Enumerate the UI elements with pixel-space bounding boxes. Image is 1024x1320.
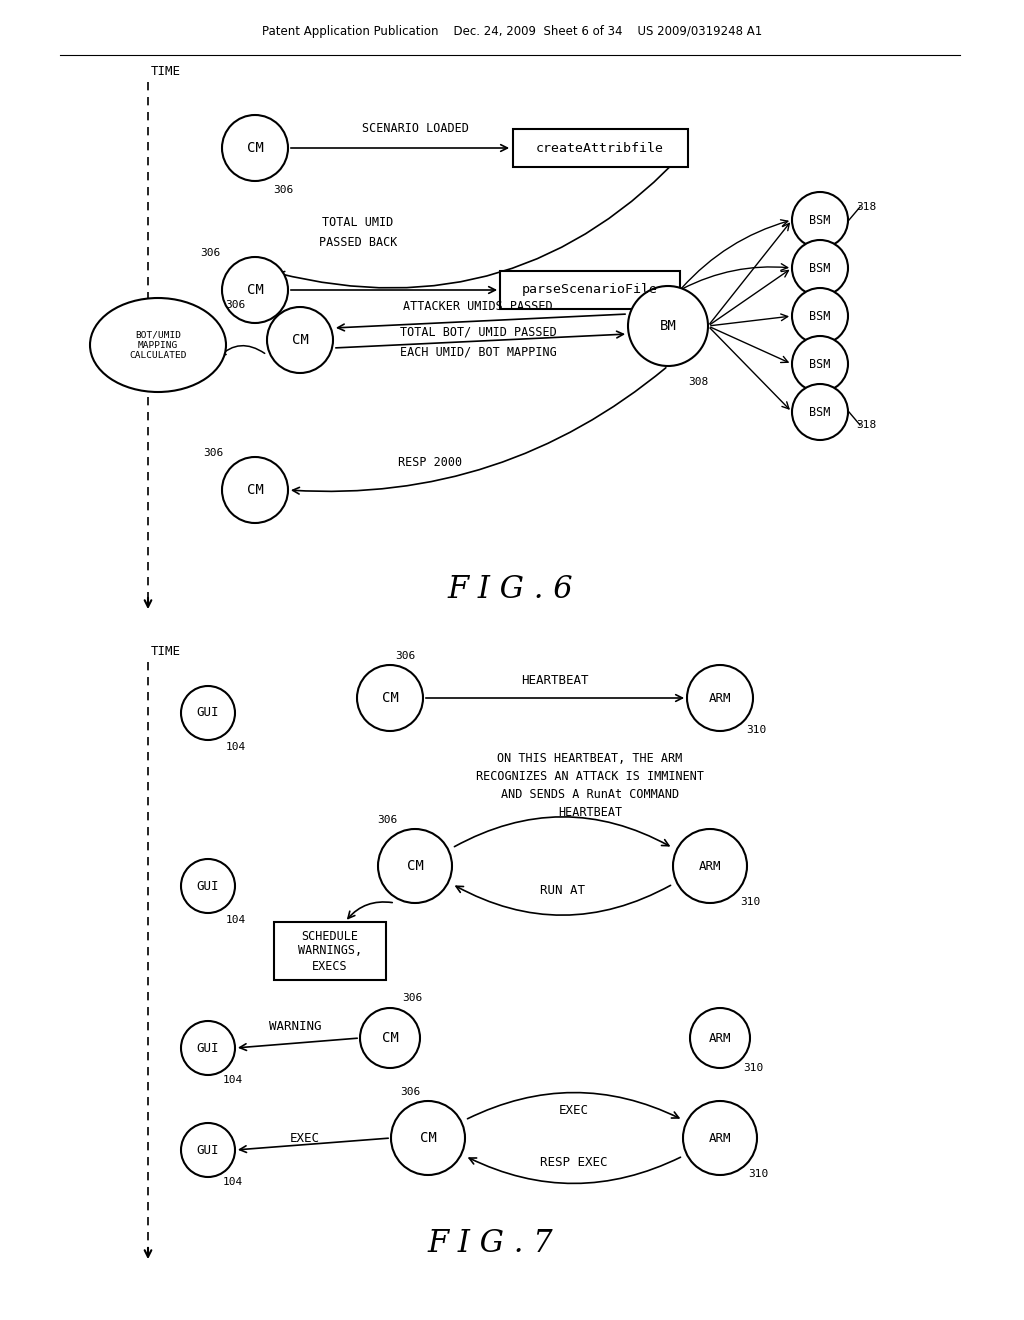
Circle shape	[687, 665, 753, 731]
Text: GUI: GUI	[197, 706, 219, 719]
Text: 306: 306	[395, 651, 416, 661]
Text: AND SENDS A RunAt COMMAND: AND SENDS A RunAt COMMAND	[501, 788, 679, 800]
Text: PASSED BACK: PASSED BACK	[318, 235, 397, 248]
Text: F I G . 6: F I G . 6	[447, 574, 572, 606]
Text: ARM: ARM	[709, 1131, 731, 1144]
Text: parseScenarioFile: parseScenarioFile	[522, 284, 658, 297]
Circle shape	[792, 191, 848, 248]
Ellipse shape	[90, 298, 226, 392]
Text: BSM: BSM	[809, 214, 830, 227]
Text: CM: CM	[247, 141, 263, 154]
Text: BM: BM	[659, 319, 677, 333]
Circle shape	[378, 829, 452, 903]
Text: BSM: BSM	[809, 405, 830, 418]
Text: 318: 318	[856, 202, 877, 213]
Text: ARM: ARM	[698, 859, 721, 873]
Circle shape	[628, 286, 708, 366]
Text: 306: 306	[400, 1086, 420, 1097]
Text: 104: 104	[226, 915, 246, 925]
Text: 310: 310	[743, 1063, 763, 1073]
Text: 306: 306	[402, 993, 422, 1003]
Text: CM: CM	[420, 1131, 436, 1144]
Circle shape	[181, 1020, 234, 1074]
Text: RESP 2000: RESP 2000	[398, 457, 462, 470]
Text: 306: 306	[200, 248, 220, 257]
Text: ATTACKER UMIDS PASSED: ATTACKER UMIDS PASSED	[403, 301, 553, 314]
Bar	[500, 271, 680, 309]
Circle shape	[792, 288, 848, 345]
Text: 306: 306	[225, 300, 246, 310]
Text: EXEC: EXEC	[559, 1104, 589, 1117]
Circle shape	[792, 384, 848, 440]
Text: F I G . 7: F I G . 7	[427, 1228, 553, 1258]
Text: TOTAL BOT/ UMID PASSED: TOTAL BOT/ UMID PASSED	[399, 326, 556, 338]
Text: 308: 308	[688, 378, 709, 387]
Text: RECOGNIZES AN ATTACK IS IMMINENT: RECOGNIZES AN ATTACK IS IMMINENT	[476, 770, 705, 783]
Circle shape	[181, 1123, 234, 1177]
Text: GUI: GUI	[197, 1143, 219, 1156]
Bar	[512, 129, 687, 168]
Text: GUI: GUI	[197, 1041, 219, 1055]
Text: 306: 306	[203, 447, 223, 458]
Circle shape	[357, 665, 423, 731]
Text: 310: 310	[748, 1170, 768, 1179]
Text: 306: 306	[377, 814, 397, 825]
Circle shape	[181, 686, 234, 741]
Text: TOTAL UMID: TOTAL UMID	[323, 215, 393, 228]
Text: CM: CM	[247, 282, 263, 297]
Circle shape	[673, 829, 746, 903]
Text: 310: 310	[746, 725, 766, 735]
Text: 104: 104	[226, 742, 246, 752]
Text: ARM: ARM	[709, 1031, 731, 1044]
Text: CM: CM	[382, 690, 398, 705]
Circle shape	[222, 115, 288, 181]
Circle shape	[690, 1008, 750, 1068]
Circle shape	[222, 257, 288, 323]
Text: SCENARIO LOADED: SCENARIO LOADED	[361, 121, 468, 135]
Text: 318: 318	[856, 420, 877, 430]
Text: GUI: GUI	[197, 879, 219, 892]
Circle shape	[792, 240, 848, 296]
Text: CM: CM	[292, 333, 308, 347]
Circle shape	[360, 1008, 420, 1068]
Text: createAttribfile: createAttribfile	[536, 141, 664, 154]
Text: BOT/UMID
MAPPING
CALCULATED: BOT/UMID MAPPING CALCULATED	[129, 330, 186, 360]
Text: 104: 104	[223, 1074, 244, 1085]
Text: EACH UMID/ BOT MAPPING: EACH UMID/ BOT MAPPING	[399, 346, 556, 359]
Text: WARNING: WARNING	[268, 1019, 322, 1032]
Text: RUN AT: RUN AT	[541, 883, 586, 896]
Text: HEARTBEAT: HEARTBEAT	[521, 673, 589, 686]
Text: CM: CM	[407, 859, 423, 873]
Text: TIME: TIME	[151, 645, 181, 657]
Text: CM: CM	[247, 483, 263, 498]
Text: ARM: ARM	[709, 692, 731, 705]
Circle shape	[181, 859, 234, 913]
Text: RESP EXEC: RESP EXEC	[541, 1156, 608, 1170]
Text: BSM: BSM	[809, 309, 830, 322]
Text: ON THIS HEARTBEAT, THE ARM: ON THIS HEARTBEAT, THE ARM	[498, 751, 683, 764]
Text: 310: 310	[740, 898, 760, 907]
Text: BSM: BSM	[809, 261, 830, 275]
Circle shape	[222, 457, 288, 523]
Text: BSM: BSM	[809, 358, 830, 371]
Circle shape	[792, 337, 848, 392]
Text: SCHEDULE
WARNINGS,
EXECS: SCHEDULE WARNINGS, EXECS	[298, 929, 362, 973]
Text: TIME: TIME	[151, 65, 181, 78]
Circle shape	[683, 1101, 757, 1175]
Circle shape	[267, 308, 333, 374]
Text: 306: 306	[273, 185, 293, 195]
Bar	[274, 921, 386, 979]
Text: CM: CM	[382, 1031, 398, 1045]
Text: HEARTBEAT: HEARTBEAT	[558, 805, 622, 818]
Text: EXEC: EXEC	[290, 1131, 319, 1144]
Text: Patent Application Publication    Dec. 24, 2009  Sheet 6 of 34    US 2009/031924: Patent Application Publication Dec. 24, …	[262, 25, 762, 38]
Circle shape	[391, 1101, 465, 1175]
Text: 104: 104	[223, 1177, 244, 1187]
